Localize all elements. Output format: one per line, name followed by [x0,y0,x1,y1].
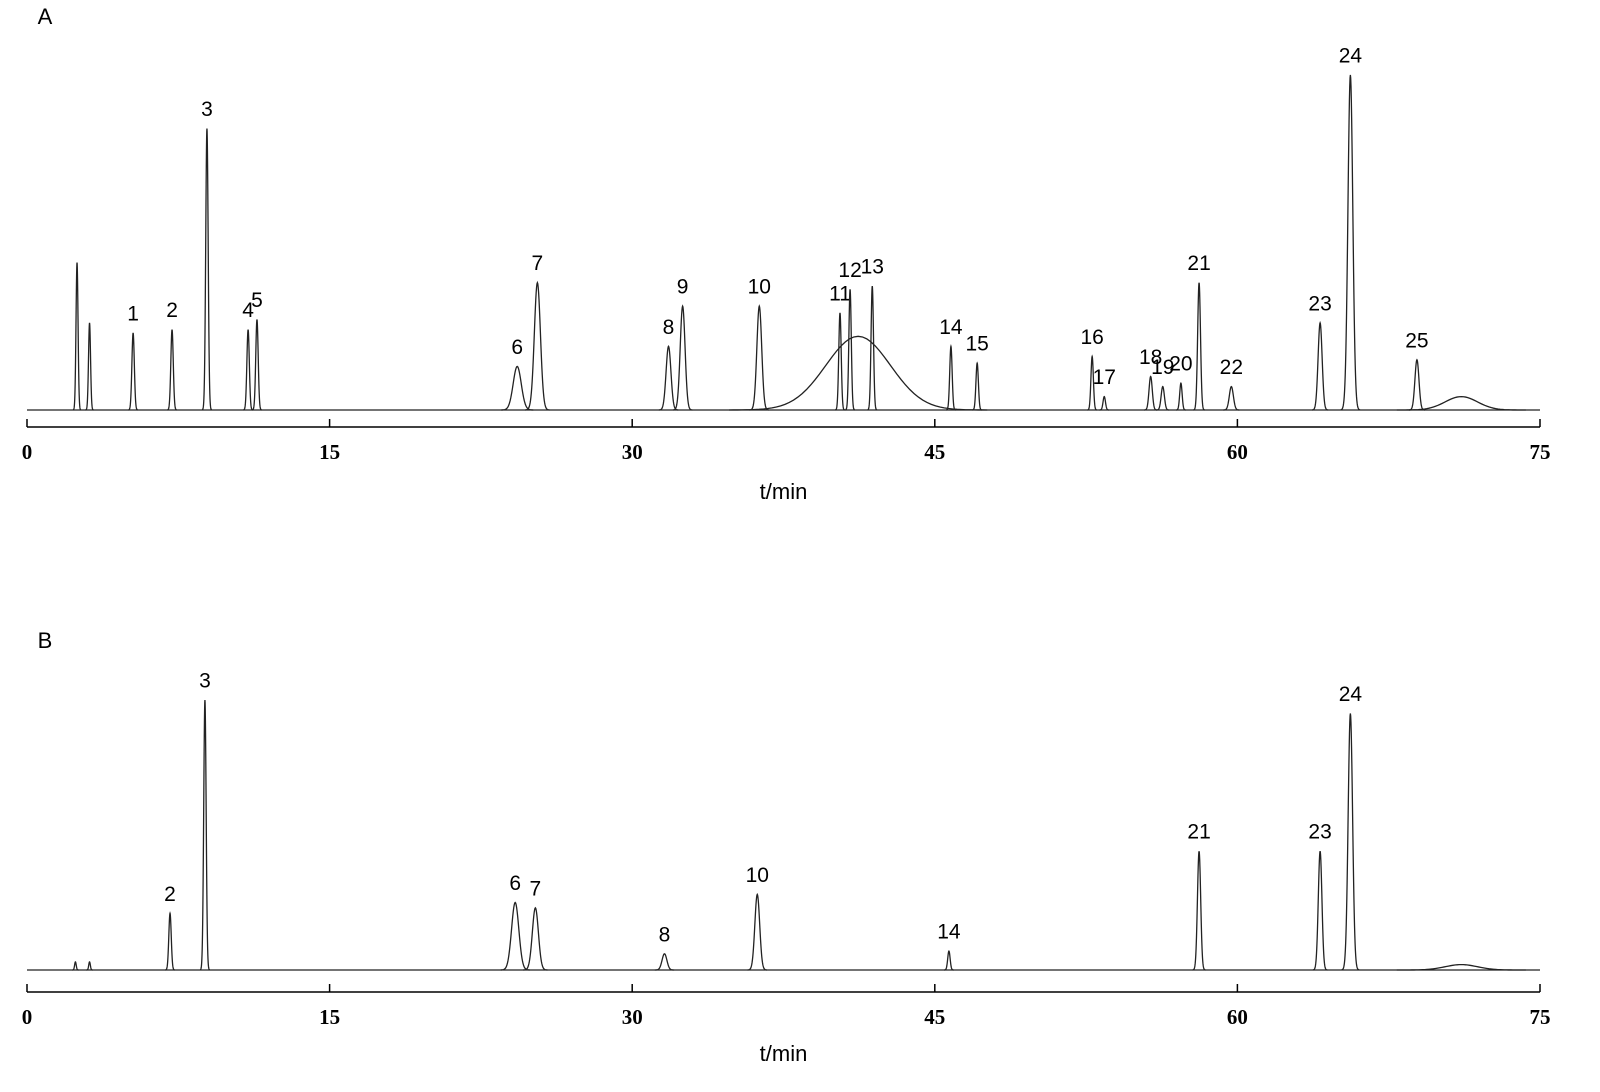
x-tick-label: 15 [319,440,340,464]
peak-label: 12 [838,259,861,282]
peak-label: 5 [251,289,263,312]
peak [1099,395,1110,411]
peak [501,365,534,411]
peak [944,950,954,971]
peak [1176,382,1186,411]
peak [1311,320,1329,411]
peak [1223,385,1240,411]
x-tick-label: 30 [622,440,643,464]
peak-label: 17 [1093,366,1116,389]
peak-label: 23 [1308,292,1331,315]
peak [86,961,93,971]
peak-label: 22 [1220,356,1243,379]
peak [972,361,983,411]
peak [243,329,254,411]
peak [729,335,988,411]
x-axis-title: t/min [760,1041,808,1066]
x-tick-label: 60 [1227,1005,1248,1029]
peak [1144,375,1158,411]
peak-label: 4 [242,299,254,322]
peak [1341,713,1360,971]
peak [128,332,138,411]
peak [523,906,548,971]
peak [749,304,770,411]
peak-label: 21 [1187,252,1210,275]
peak-label: 2 [164,883,176,906]
peak-label: 11 [829,282,851,305]
peak [1087,354,1098,411]
x-tick-label: 45 [924,440,945,464]
peak [835,312,845,411]
peak [165,911,175,971]
peak-label: 14 [939,316,963,339]
peak-label: 25 [1405,329,1428,352]
peak-label: 16 [1080,326,1103,349]
peak [654,953,675,971]
peak [1312,851,1328,971]
peak-label: 7 [530,877,542,900]
peak-label: 23 [1308,821,1331,844]
peak [658,345,679,411]
peak [1156,385,1170,411]
peak [525,280,550,411]
panel-label: A [38,4,53,29]
peak-label: 10 [746,864,769,887]
peak-label: 15 [965,333,988,356]
peak-label: 3 [201,98,213,121]
x-tick-label: 60 [1227,440,1248,464]
peak [1193,282,1205,411]
panel-label: B [38,628,53,653]
x-tick-label: 30 [622,1005,643,1029]
x-axis-title: t/min [760,479,808,504]
peak-label: 24 [1339,45,1363,68]
peak-label: 1 [127,302,139,325]
peak-label: 8 [659,923,671,946]
peak [85,322,94,411]
peak [845,289,856,411]
x-tick-label: 15 [319,1005,340,1029]
peak-label: 14 [937,921,961,944]
peak-label: 8 [663,316,675,339]
peak-label: 6 [509,872,521,895]
peak [1396,395,1526,411]
peak [1192,851,1206,971]
peak [72,262,82,411]
peak-label: 13 [861,256,884,279]
peak [867,285,878,411]
x-tick-label: 75 [1530,1005,1551,1029]
peak-label: 9 [677,276,689,299]
peak [946,343,956,411]
peak [252,319,262,411]
peak [201,128,213,411]
peak [1408,358,1426,411]
peak [1396,963,1526,971]
peak [500,901,530,971]
peak-label: 18 [1139,346,1162,369]
peak [1340,74,1361,411]
x-tick-label: 0 [22,1005,33,1029]
peak [167,329,177,411]
peak-label: 19 [1151,356,1174,379]
x-tick-label: 0 [22,440,33,464]
peak-label: 2 [166,299,178,322]
peak-label: 3 [199,670,211,693]
peak-label: 20 [1169,353,1192,376]
peak-label: 24 [1339,683,1363,706]
peak-label: 10 [748,276,771,299]
peak [199,699,210,971]
peak [672,304,693,411]
peak-label: 21 [1187,821,1210,844]
peak-label: 7 [532,252,544,275]
x-tick-label: 75 [1530,440,1551,464]
peak [72,961,79,971]
peak-label: 6 [511,336,523,359]
peak [747,892,767,971]
x-tick-label: 45 [924,1005,945,1029]
